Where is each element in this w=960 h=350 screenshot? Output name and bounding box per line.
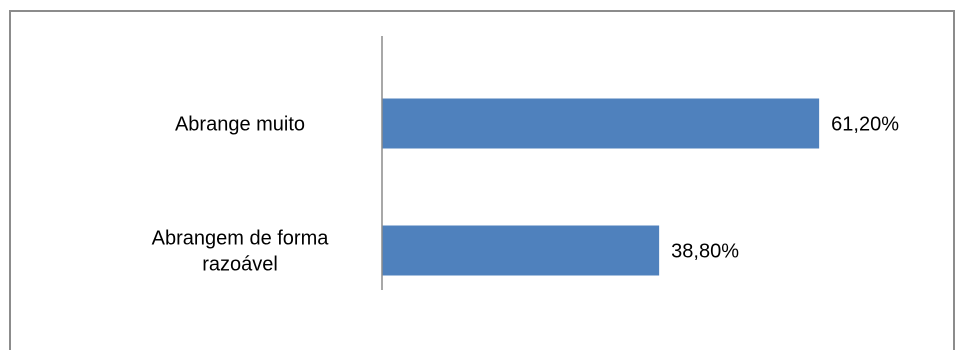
chart-frame: [9, 10, 955, 350]
data-label-1: 61,20%: [831, 114, 899, 136]
bar-2: [382, 225, 660, 276]
bars-layer: [382, 98, 820, 276]
labels-layer: 61,20% Abrange muito 38,80% Abrangem de for…: [152, 114, 900, 276]
data-label-2: 38,80%: [671, 241, 739, 263]
category-label-1: Abrange muito: [175, 114, 305, 136]
category-label-2: Abrangem de forma razoável: [152, 228, 330, 276]
bar-chart: 61,20% Abrange muito 38,80% Abrangem de for…: [152, 36, 900, 290]
bar-1: [382, 98, 820, 149]
